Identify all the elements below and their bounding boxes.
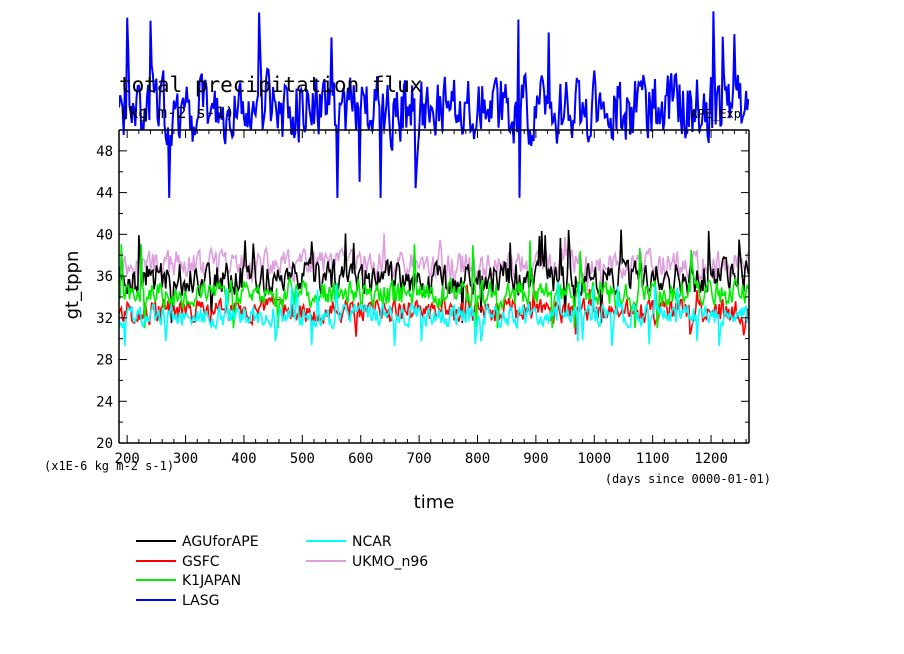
legend: AGUforAPE GSFC K1JAPAN LASG NCAR UKMO_n96 [136,534,428,609]
series-line-lasg [119,11,749,198]
chart-title-units: (kg m-2 s-1) [119,103,235,122]
x-tick-label: 800 [465,451,490,467]
x-tick-label: 900 [523,451,548,467]
x-tick-label: 400 [231,451,256,467]
y-unit-note: (x1E-6 kg m-2 s-1) [44,459,174,473]
y-tick-label: 36 [96,269,113,285]
series-line-aguforape [119,229,749,324]
legend-label-ncar: NCAR [352,534,392,550]
legend-label-ukmo_n96: UKMO_n96 [352,554,428,570]
y-tick-label: 40 [96,227,113,243]
x-unit-note: (days since 0000-01-01) [605,472,771,486]
y-axis-label: gt_tppn [62,251,83,320]
series-layer [119,11,749,347]
x-tick-label: 500 [290,451,315,467]
x-tick-label: 1100 [636,451,670,467]
chart-title: total precipitation flux [119,73,422,97]
x-tick-label: 1000 [577,451,611,467]
series-line-ncar [119,281,749,347]
x-tick-label: 600 [348,451,373,467]
legend-label-lasg: LASG [182,593,219,609]
y-tick-label: 32 [96,311,113,327]
y-tick-label: 48 [96,144,113,160]
legend-label-k1japan: K1JAPAN [182,573,241,589]
y-tick-label: 24 [96,394,113,410]
chart-exp-label: APE_Exp [690,107,741,121]
x-tick-label: 300 [173,451,198,467]
series-line-ukmo_n96 [119,233,749,300]
legend-label-gsfc: GSFC [182,554,220,570]
legend-label-aguforape: AGUforAPE [182,534,259,550]
series-line-gsfc [119,284,749,337]
series-line-k1japan [119,240,749,329]
x-tick-label: 200 [115,451,140,467]
axes-layer: 20 24 28 32 36 40 44 48 200 300 400 500 600 700 800 900… [96,129,750,467]
x-axis-label: time [414,492,455,513]
y-tick-label: 20 [96,436,113,452]
x-tick-label: 1200 [694,451,728,467]
y-tick-label: 44 [96,186,113,202]
y-tick-label: 28 [96,353,113,369]
x-tick-label: 700 [406,451,431,467]
